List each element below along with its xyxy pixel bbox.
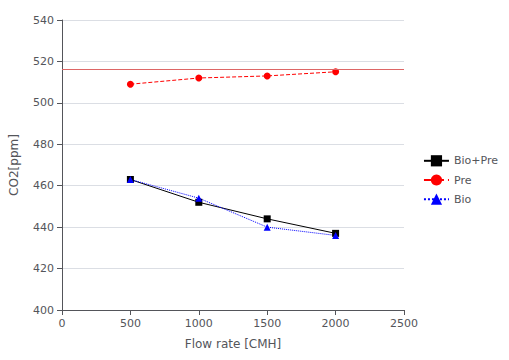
svg-text:500: 500	[33, 96, 54, 109]
svg-text:Bio: Bio	[454, 193, 472, 206]
svg-text:1500: 1500	[253, 317, 281, 330]
svg-text:520: 520	[33, 55, 54, 68]
svg-text:Pre: Pre	[454, 174, 472, 187]
svg-text:440: 440	[33, 221, 54, 234]
svg-text:400: 400	[33, 304, 54, 317]
svg-text:CO2[ppm]: CO2[ppm]	[7, 134, 21, 196]
svg-text:1000: 1000	[185, 317, 213, 330]
svg-text:2000: 2000	[322, 317, 350, 330]
svg-text:Bio+Pre: Bio+Pre	[454, 154, 498, 167]
svg-text:420: 420	[33, 262, 54, 275]
svg-text:540: 540	[33, 14, 54, 27]
svg-text:2500: 2500	[390, 317, 418, 330]
svg-text:0: 0	[59, 317, 66, 330]
svg-text:480: 480	[33, 138, 54, 151]
svg-text:Flow rate [CMH]: Flow rate [CMH]	[185, 337, 282, 351]
svg-text:500: 500	[120, 317, 141, 330]
svg-text:460: 460	[33, 179, 54, 192]
